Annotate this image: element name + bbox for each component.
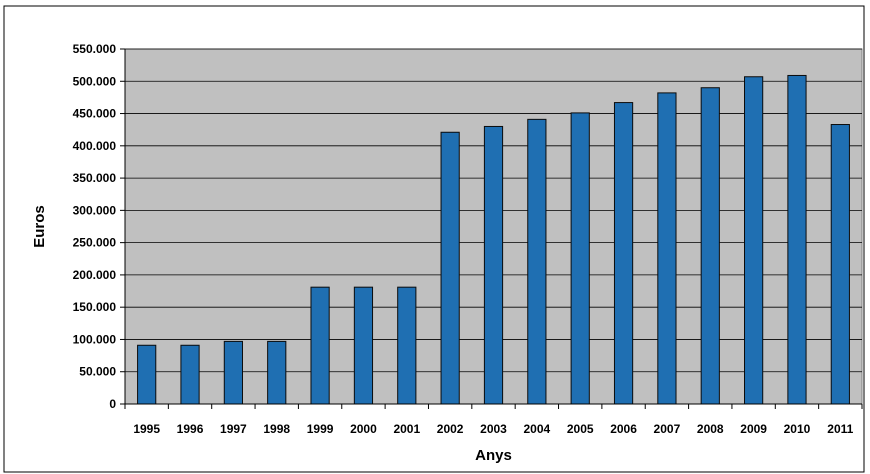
y-tick-label: 500.000 [73,74,117,88]
y-tick-label: 400.000 [73,139,117,153]
x-tick-label: 2011 [827,422,853,436]
y-tick-label: 250.000 [73,236,117,250]
x-tick-label: 1995 [133,422,160,436]
bar-2010 [787,74,807,405]
x-tick-label: 2002 [437,422,464,436]
bar-1999 [310,286,330,405]
y-tick-label: 200.000 [73,268,117,282]
bar-2011 [830,124,850,405]
axes [120,48,863,409]
bar-2002 [440,131,460,405]
x-tick-label: 2008 [697,422,724,436]
y-tick-label: 550.000 [73,42,117,56]
bar-1995 [137,344,157,405]
x-tick-label: 2003 [480,422,507,436]
bar-2009 [744,76,764,405]
y-tick-labels: 0 50.000 100.000 150.000 200.000 250.000 300.0… [73,42,117,411]
y-tick-label: 150.000 [73,300,117,314]
x-tick-label: 2009 [740,422,767,436]
x-tick-label: 2006 [610,422,637,436]
bar-2003 [483,125,504,405]
x-tick-label: 2001 [393,422,420,436]
bar-2005 [570,112,590,405]
x-axis-title: Anys [475,447,512,464]
y-tick-label: 450.000 [73,107,117,121]
y-tick-label: 350.000 [73,171,117,185]
x-tick-label: 2004 [524,422,551,436]
y-tick-label: 100.000 [73,332,117,346]
y-tick-label: 50.000 [79,365,116,379]
x-tick-label: 2000 [350,422,377,436]
bar-1996 [180,344,200,405]
bar-2008 [700,87,720,405]
x-tick-label: 2007 [654,422,681,436]
y-tick-label: 0 [109,397,116,411]
x-tick-label: 1999 [307,422,334,436]
y-axis-title: Euros [31,205,48,248]
bars [137,74,850,405]
x-tick-labels: 1995 1996 1997 1998 1999 2000 2001 2002 2003 2004… [133,422,853,436]
bar-1998 [267,340,287,405]
x-tick-label: 2005 [567,422,594,436]
x-tick-label: 2010 [784,422,811,436]
x-tick-label: 1996 [177,422,204,436]
bar-2000 [353,286,374,405]
x-tick-label: 1998 [263,422,290,436]
bar-2001 [397,286,417,405]
bar-2004 [527,118,547,405]
y-tick-label: 300.000 [73,203,117,217]
bar-2006 [613,102,634,405]
x-tick-label: 1997 [220,422,247,436]
bar-1997 [223,340,243,405]
bar-2007 [657,92,677,405]
